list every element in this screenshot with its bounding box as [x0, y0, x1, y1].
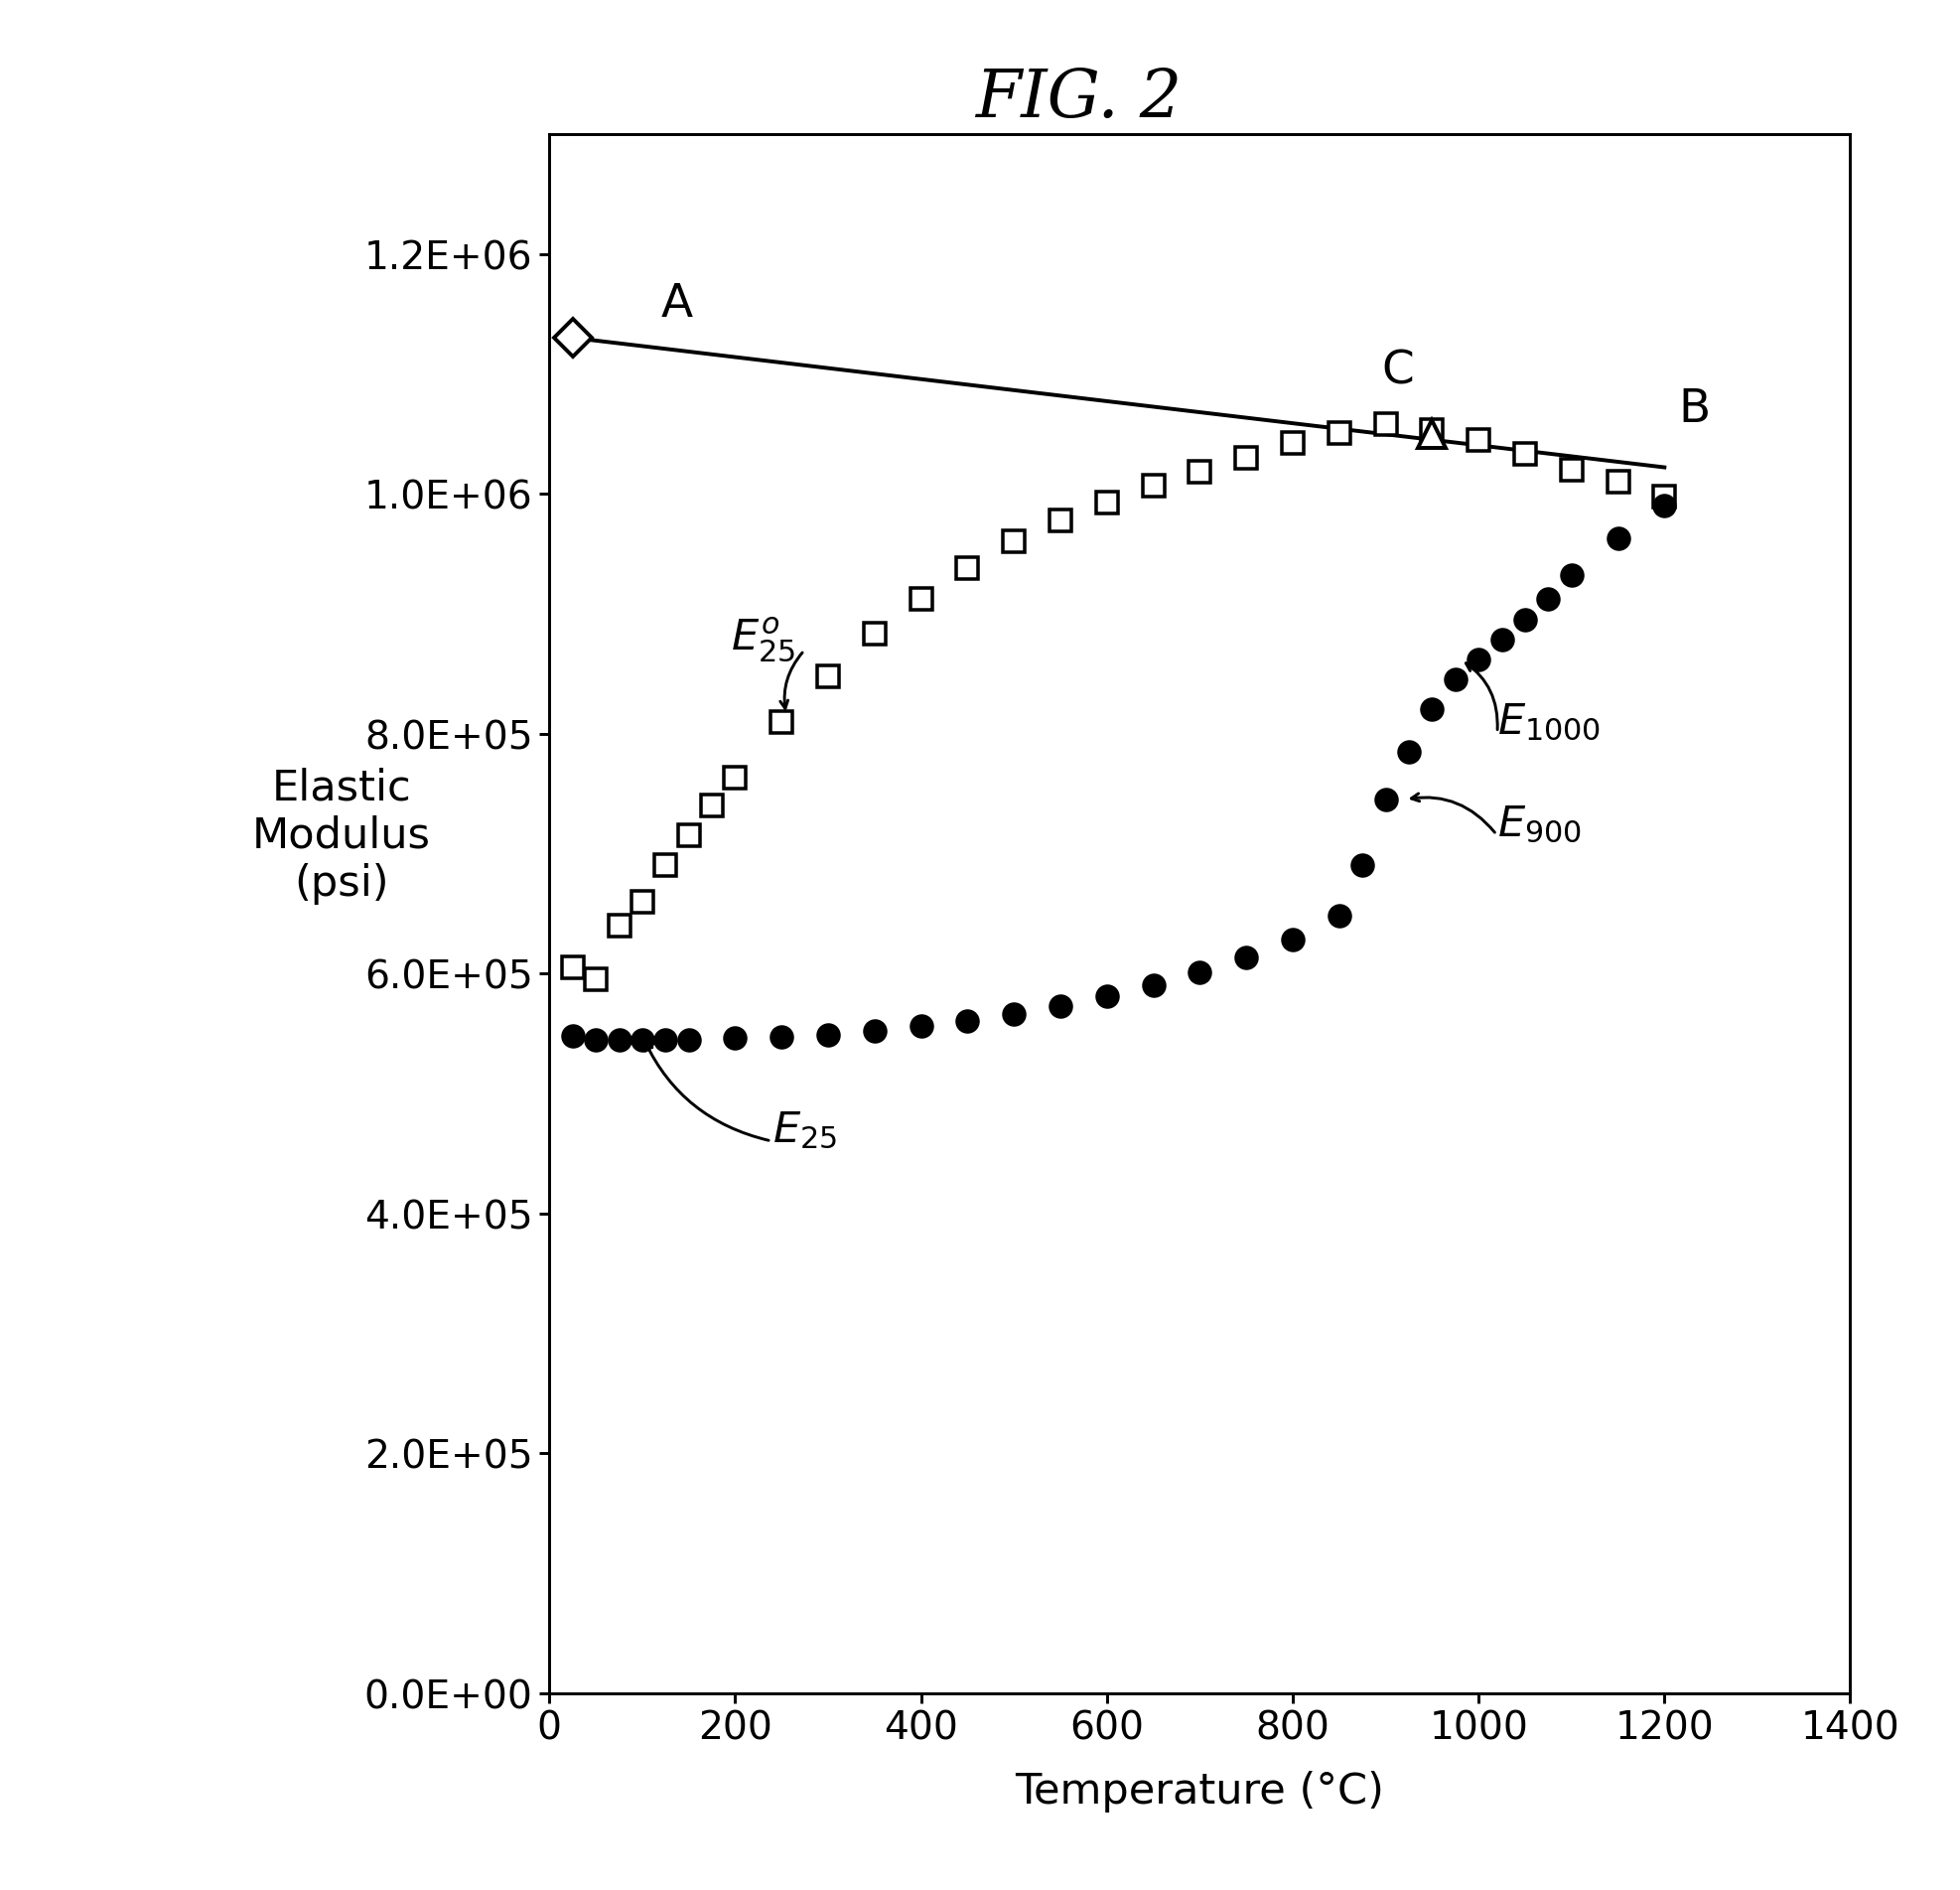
Text: A: A: [661, 282, 692, 327]
Text: $\mathit{E}^o_{25}$: $\mathit{E}^o_{25}$: [731, 614, 796, 663]
Y-axis label: Elastic
Modulus
(psi): Elastic Modulus (psi): [253, 767, 431, 905]
Text: $\mathit{E}_{1000}$: $\mathit{E}_{1000}$: [1497, 701, 1601, 743]
Text: C: C: [1382, 350, 1413, 393]
Text: $\mathit{E}_{900}$: $\mathit{E}_{900}$: [1497, 803, 1582, 845]
Text: FIG. 2: FIG. 2: [974, 66, 1182, 130]
Text: B: B: [1678, 387, 1711, 433]
X-axis label: Temperature (°C): Temperature (°C): [1015, 1771, 1384, 1813]
Text: $\mathit{E}_{25}$: $\mathit{E}_{25}$: [772, 1109, 837, 1151]
